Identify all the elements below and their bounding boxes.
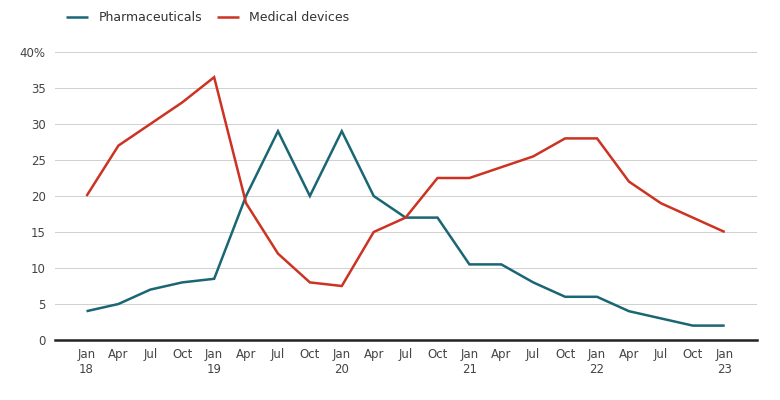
Medical devices — [529, 154, 538, 159]
Legend: Pharmaceuticals, Medical devices: Pharmaceuticals, Medical devices — [61, 6, 355, 30]
Medical devices — [210, 75, 219, 80]
Medical devices — [688, 215, 697, 220]
Line: Pharmaceuticals: Pharmaceuticals — [87, 131, 725, 326]
Pharmaceuticals — [433, 215, 442, 220]
Medical devices — [114, 143, 123, 148]
Medical devices — [305, 280, 314, 285]
Pharmaceuticals — [210, 276, 219, 281]
Pharmaceuticals — [273, 129, 282, 134]
Line: Medical devices: Medical devices — [87, 77, 725, 286]
Medical devices — [82, 194, 91, 198]
Pharmaceuticals — [497, 262, 506, 267]
Pharmaceuticals — [305, 194, 314, 198]
Medical devices — [273, 251, 282, 256]
Pharmaceuticals — [146, 287, 155, 292]
Medical devices — [720, 230, 729, 234]
Medical devices — [337, 284, 346, 288]
Pharmaceuticals — [561, 294, 570, 299]
Medical devices — [178, 100, 187, 105]
Pharmaceuticals — [688, 323, 697, 328]
Pharmaceuticals — [465, 262, 474, 267]
Pharmaceuticals — [337, 129, 346, 134]
Pharmaceuticals — [624, 309, 633, 314]
Medical devices — [369, 230, 378, 234]
Medical devices — [465, 176, 474, 180]
Medical devices — [433, 176, 442, 180]
Medical devices — [241, 201, 250, 206]
Medical devices — [497, 165, 506, 170]
Pharmaceuticals — [369, 194, 378, 198]
Medical devices — [561, 136, 570, 141]
Medical devices — [146, 122, 155, 126]
Medical devices — [401, 215, 410, 220]
Pharmaceuticals — [720, 323, 729, 328]
Medical devices — [624, 179, 633, 184]
Medical devices — [656, 201, 665, 206]
Pharmaceuticals — [178, 280, 187, 285]
Pharmaceuticals — [656, 316, 665, 321]
Pharmaceuticals — [241, 194, 250, 198]
Pharmaceuticals — [401, 215, 410, 220]
Pharmaceuticals — [529, 280, 538, 285]
Pharmaceuticals — [82, 309, 91, 314]
Pharmaceuticals — [592, 294, 601, 299]
Pharmaceuticals — [114, 302, 123, 306]
Medical devices — [592, 136, 601, 141]
